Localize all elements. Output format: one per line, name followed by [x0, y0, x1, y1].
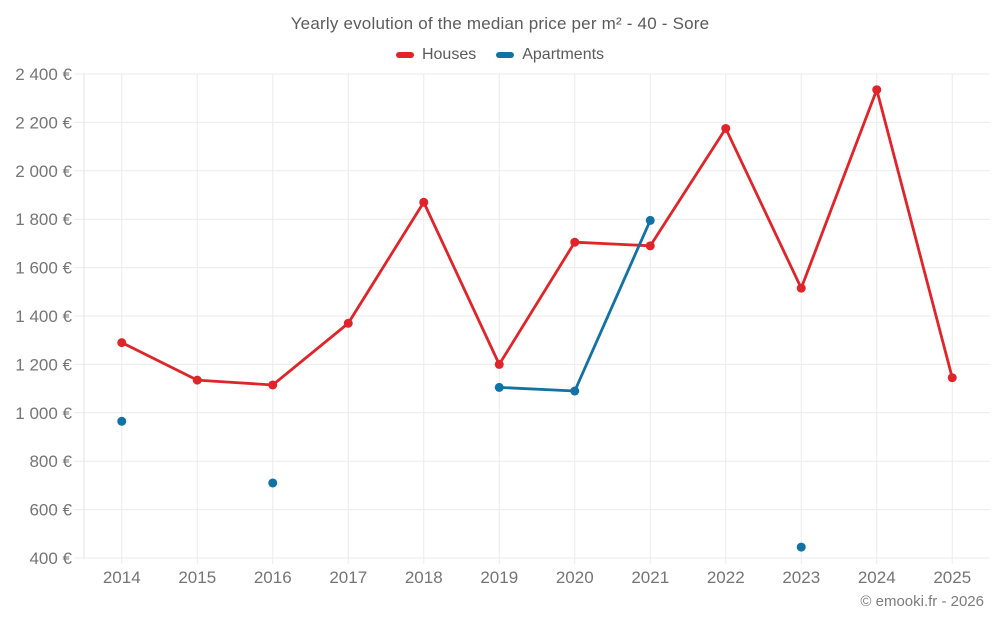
- series-line-houses: [497, 240, 577, 366]
- data-point-houses-2017[interactable]: [343, 318, 353, 328]
- x-tick-label: 2020: [556, 568, 594, 587]
- x-tick-label: 2024: [858, 568, 896, 587]
- y-tick-label: 1 600 €: [15, 259, 72, 278]
- y-tick-label: 800 €: [29, 452, 72, 471]
- series-line-houses: [875, 88, 954, 380]
- series-line-houses: [120, 341, 199, 382]
- x-tick-label: 2017: [329, 568, 367, 587]
- x-tick-label: 2025: [933, 568, 971, 587]
- legend-item-houses[interactable]: Houses: [395, 46, 477, 64]
- y-tick-label: 1 000 €: [15, 404, 72, 423]
- chart-title: Yearly evolution of the median price per…: [290, 14, 710, 33]
- series-line-houses: [271, 321, 350, 387]
- series-line-houses: [346, 200, 426, 325]
- x-tick-label: 2015: [178, 568, 216, 587]
- series-line-houses: [799, 88, 879, 290]
- x-tick-label: 2023: [782, 568, 820, 587]
- data-point-apartments-2014[interactable]: [117, 416, 127, 426]
- data-point-houses-2025[interactable]: [947, 373, 957, 383]
- x-tick-label: 2019: [480, 568, 518, 587]
- x-tick-label: 2014: [103, 568, 141, 587]
- y-tick-label: 2 400 €: [15, 65, 72, 84]
- data-point-apartments-2023[interactable]: [796, 542, 806, 552]
- x-tick-label: 2016: [254, 568, 292, 587]
- series-line-houses: [195, 378, 275, 387]
- y-tick-label: 400 €: [29, 549, 72, 568]
- y-tick-label: 1 800 €: [15, 210, 72, 229]
- series-line-houses: [422, 200, 501, 366]
- legend-item-apartments[interactable]: Apartments: [496, 46, 604, 64]
- data-point-houses-2021[interactable]: [645, 241, 655, 251]
- legend-label-houses: Houses: [421, 46, 477, 63]
- data-point-apartments-2016[interactable]: [268, 478, 278, 488]
- data-point-apartments-2020[interactable]: [570, 386, 580, 396]
- series-line-houses: [648, 127, 728, 248]
- data-point-apartments-2021[interactable]: [645, 215, 655, 225]
- data-point-houses-2018[interactable]: [419, 197, 429, 207]
- data-point-houses-2015[interactable]: [192, 375, 202, 385]
- legend-label-apartments: Apartments: [522, 46, 605, 63]
- series-line-apartments: [573, 219, 652, 393]
- data-point-houses-2019[interactable]: [494, 359, 504, 369]
- data-point-houses-2022[interactable]: [721, 123, 731, 133]
- y-tick-label: 1 400 €: [15, 307, 72, 326]
- series-line-houses: [573, 240, 652, 248]
- data-point-houses-2016[interactable]: [268, 380, 278, 390]
- data-point-apartments-2019[interactable]: [494, 382, 504, 392]
- y-tick-label: 1 200 €: [15, 355, 72, 374]
- apartments-swatch-icon: [496, 52, 515, 58]
- x-tick-label: 2022: [707, 568, 745, 587]
- x-tick-label: 2021: [631, 568, 669, 587]
- series-line-houses: [724, 127, 803, 290]
- chart-legend: Houses Apartments: [0, 46, 1000, 64]
- data-point-houses-2024[interactable]: [872, 85, 882, 95]
- series-line-apartments: [497, 385, 577, 393]
- data-point-houses-2020[interactable]: [570, 237, 580, 247]
- y-tick-label: 2 200 €: [15, 113, 72, 132]
- data-point-houses-2023[interactable]: [796, 283, 806, 293]
- x-tick-label: 2018: [405, 568, 443, 587]
- houses-swatch-icon: [395, 52, 414, 58]
- copyright-footer: © emooki.fr - 2026: [860, 593, 984, 610]
- data-point-houses-2014[interactable]: [117, 338, 127, 348]
- y-tick-label: 600 €: [29, 501, 72, 520]
- y-tick-label: 2 000 €: [15, 162, 72, 181]
